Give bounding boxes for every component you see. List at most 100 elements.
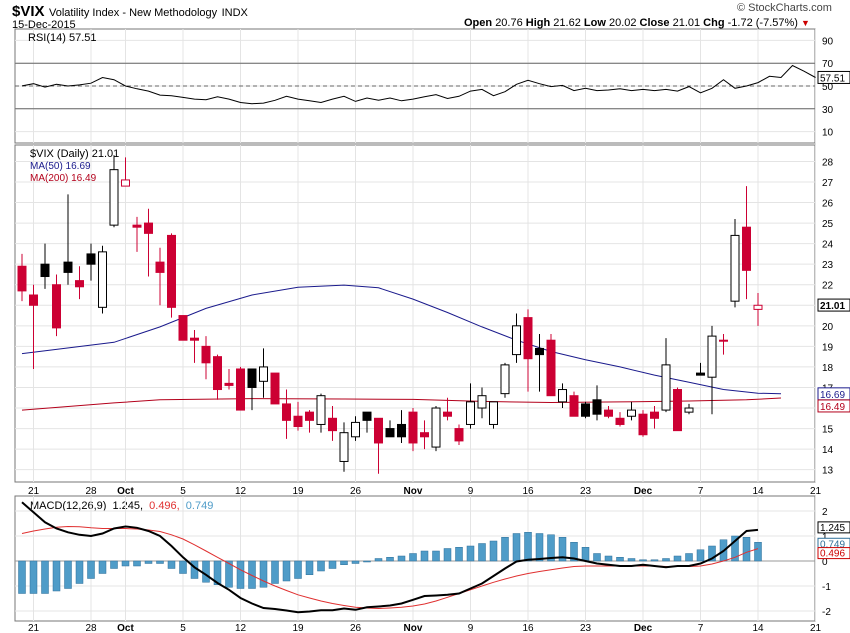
x-tick-label: 5 <box>180 623 186 633</box>
ma50-legend: MA(50) 16.69 <box>30 161 91 172</box>
candle-body <box>684 407 694 413</box>
candle-body <box>535 347 544 356</box>
candle-body <box>500 364 510 395</box>
x-tick-label: 12 <box>235 623 247 633</box>
rsi-last-value-box <box>817 70 850 84</box>
macd-histogram-bar <box>512 533 521 562</box>
macd-histogram-bar <box>144 560 153 564</box>
macd-histogram-bar <box>328 560 337 569</box>
price-last-value-box <box>817 399 850 413</box>
close-value: 21.01 <box>672 17 701 29</box>
candle-body <box>155 261 165 273</box>
x-tick-label: Nov <box>404 623 423 633</box>
candle-body <box>201 345 211 364</box>
candle-body <box>489 401 498 425</box>
close-label: Close <box>639 17 670 29</box>
price-y-tick-label: 27 <box>822 178 834 189</box>
price-y-tick-label: 23 <box>822 260 834 271</box>
macd-histogram-bar <box>75 560 84 584</box>
macd-histogram-bar <box>225 560 233 588</box>
macd-histogram-bar <box>685 553 693 562</box>
candle-body <box>29 294 38 306</box>
candle-body <box>247 368 257 388</box>
chg-label: Chg <box>703 17 725 29</box>
candle-body <box>466 401 475 425</box>
low-label: Low <box>583 17 606 29</box>
macd-histogram-bar <box>639 559 647 562</box>
candle-body <box>477 395 487 409</box>
macd-histogram-bar <box>351 560 360 564</box>
candle-body <box>385 428 395 438</box>
candle-body <box>673 389 682 432</box>
candle-body <box>339 432 349 462</box>
candle-body <box>592 399 602 415</box>
macd-histogram-bar <box>708 545 716 562</box>
candle-body <box>374 417 383 444</box>
macd-last-value-label: 1.245 <box>820 523 845 534</box>
x-tick-label: 16 <box>522 486 534 497</box>
macd-histogram-bar <box>167 560 176 569</box>
macd-last-value-box <box>817 521 850 534</box>
x-tick-label: 21 <box>28 623 40 633</box>
x-tick-label: 28 <box>85 623 97 633</box>
rsi-y-tick-label: 30 <box>822 105 834 116</box>
macd-histogram-bar <box>271 560 279 584</box>
macd-histogram-bar <box>547 534 555 562</box>
macd-legend-label: MACD(12,26,9) <box>30 500 106 512</box>
candle-body <box>431 407 441 448</box>
price-y-tick-label: 22 <box>822 281 834 292</box>
ma50-line <box>21 284 782 395</box>
candle-body <box>443 411 452 417</box>
x-tick-label: 9 <box>468 486 474 497</box>
exchange: INDX <box>221 7 248 19</box>
candle-body <box>316 395 326 425</box>
x-tick-label: Dec <box>634 623 653 633</box>
chart-title: $VIX Volatility Index - New Methodology … <box>12 3 248 21</box>
macd-histogram-bar <box>52 560 61 592</box>
x-tick-label: 19 <box>292 486 304 497</box>
macd-histogram-bar <box>731 535 739 562</box>
x-tick-label: Dec <box>634 486 653 497</box>
candle-body <box>408 411 418 444</box>
macd-histogram-bar <box>616 557 624 562</box>
macd-histogram-bar <box>64 560 72 589</box>
candle-body <box>707 335 717 378</box>
candle-body <box>132 224 142 228</box>
macd-histogram-bar <box>133 560 141 567</box>
rsi-y-tick-label: 50 <box>822 82 834 93</box>
macd-histogram-bar <box>443 548 452 562</box>
x-tick-label: 23 <box>580 486 592 497</box>
high-label: High <box>525 17 551 29</box>
price-y-tick-label: 28 <box>822 157 834 168</box>
price-last-value-label: 16.49 <box>820 402 845 413</box>
candle-body <box>109 169 119 226</box>
low-value: 20.02 <box>608 17 637 29</box>
price-legend: $VIX (Daily) 21.01 <box>30 148 119 160</box>
candle-body <box>581 403 590 417</box>
candle-body <box>98 251 107 308</box>
candle-body <box>546 339 556 397</box>
macd-histogram-bar <box>696 549 705 562</box>
candle-body <box>719 339 728 342</box>
candle-body <box>523 317 533 360</box>
macd-histogram-bar <box>489 540 498 562</box>
macd-histogram-bar <box>466 545 475 562</box>
macd-histogram-bar <box>110 560 118 569</box>
macd-histogram-bar <box>420 550 429 562</box>
candle-body <box>604 409 613 417</box>
candle-body <box>63 261 73 273</box>
macd-histogram-bar <box>409 553 417 562</box>
macd-histogram-bar <box>524 532 532 562</box>
x-tick-label: 21 <box>810 623 822 633</box>
macd-signal-line <box>21 525 759 610</box>
x-tick-label: 28 <box>85 486 97 497</box>
macd-histogram-bar <box>305 560 314 575</box>
candle-body <box>650 411 659 419</box>
candle-body <box>512 325 521 356</box>
macd-histogram-bar <box>41 560 49 594</box>
price-y-tick-label: 14 <box>822 445 834 456</box>
macd-histogram-bar <box>282 560 291 582</box>
macd-y-tick-label: -2 <box>822 607 831 618</box>
price-last-value-box <box>817 298 850 312</box>
